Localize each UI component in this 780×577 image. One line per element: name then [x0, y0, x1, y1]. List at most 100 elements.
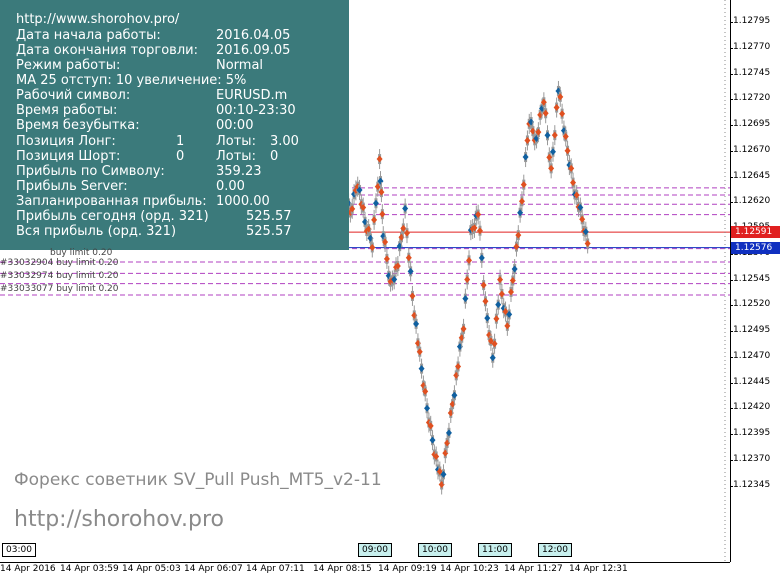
price-tick-label: 1.12795: [729, 16, 771, 26]
buy-marker: [498, 290, 505, 298]
price-tick-label: 1.12520: [729, 299, 771, 310]
long-label: Позиция Лонг:: [16, 134, 116, 149]
buy-marker: [568, 164, 575, 172]
order-label-partial[interactable]: buy limit 0.20: [50, 248, 113, 258]
session-marker: 10:00: [418, 543, 452, 557]
buy-marker: [382, 238, 389, 246]
buy-marker: [379, 210, 386, 218]
price-tick-label: 1.12720: [729, 93, 771, 104]
order-label[interactable]: #33032974 buy limit 0.20: [0, 271, 119, 281]
panel-row-value: 2016.04.05: [216, 28, 291, 43]
panel-row-value: 00:00: [216, 118, 254, 133]
session-marker: 12:00: [538, 543, 572, 557]
time-tick-label: 14 Apr 05:03: [122, 564, 181, 574]
buy-marker: [551, 131, 558, 139]
buy-marker: [482, 297, 489, 305]
buy-marker: [562, 132, 569, 140]
order-label[interactable]: #33032904 buy limit 0.20: [0, 258, 119, 268]
panel-row-label: Время безубытка:: [16, 118, 140, 133]
panel-row-value: 359.23: [216, 164, 262, 179]
panel-row-label: Дата окончания торговли:: [16, 43, 198, 58]
sell-marker: [372, 199, 379, 207]
price-tick-label: 1.12370: [729, 453, 771, 464]
price-tick-label: 1.12745: [729, 67, 771, 78]
order-label[interactable]: #33033077 buy limit 0.20: [0, 284, 119, 294]
price-tick-label: 1.12545: [729, 273, 771, 284]
buy-marker: [491, 340, 498, 348]
price-tick-label: 1.12470: [729, 350, 771, 361]
buy-marker: [369, 243, 376, 251]
ask-price-label: 1.12576: [731, 241, 780, 254]
buy-marker: [436, 467, 443, 475]
buy-marker: [524, 136, 531, 144]
short-lots-value: 0: [270, 149, 279, 164]
time-tick-label: 14 Apr 08:15: [313, 564, 372, 574]
panel-row-label: Время работы:: [16, 103, 118, 118]
buy-marker: [433, 452, 440, 460]
panel-row-value: EURUSD.m: [216, 88, 288, 103]
sell-marker: [506, 310, 513, 318]
buy-marker: [400, 224, 407, 232]
panel-row-value: 00:10-23:30: [216, 103, 296, 118]
time-tick-label: 14 Apr 03:59: [60, 564, 119, 574]
sell-marker: [451, 391, 458, 399]
panel-row-value: Normal: [216, 58, 264, 73]
panel-row-label: Дата начала работы:: [16, 28, 161, 43]
buy-marker: [559, 110, 566, 118]
buy-marker: [471, 224, 478, 232]
session-marker: 11:00: [478, 543, 512, 557]
time-axis[interactable]: 14 Apr 2016 14 Apr 03:59 14 Apr 05:03 14 Ap…: [0, 562, 730, 577]
sell-marker: [445, 429, 452, 437]
sell-marker: [462, 295, 469, 303]
buy-marker: [475, 211, 482, 219]
price-tick-label: 1.12445: [729, 376, 771, 387]
sell-marker: [511, 265, 518, 273]
buy-marker: [378, 188, 385, 196]
sell-marker: [429, 436, 436, 444]
sell-marker: [544, 131, 551, 139]
buy-marker: [405, 254, 412, 262]
buy-marker: [518, 197, 525, 205]
sell-marker: [549, 148, 556, 156]
sell-marker: [356, 186, 363, 194]
panel-row-value: 525.57: [246, 209, 292, 224]
buy-marker: [584, 239, 591, 247]
price-tick-label: 1.12770: [729, 41, 771, 52]
buy-marker: [487, 337, 494, 345]
price-tick-label: 1.12670: [729, 144, 771, 155]
time-tick-label: 14 Apr 2016: [0, 564, 56, 574]
time-tick-label: 14 Apr 12:31: [569, 564, 628, 574]
buy-marker: [553, 104, 560, 112]
buy-marker: [403, 229, 410, 237]
buy-marker: [557, 93, 564, 101]
buy-marker: [427, 422, 434, 430]
buy-marker: [376, 155, 383, 163]
buy-marker: [520, 181, 527, 189]
expert-info-panel: http://www.shorohov.pro/ Дата начала раб…: [0, 0, 349, 250]
price-tick-label: 1.12420: [729, 402, 771, 413]
buy-marker: [476, 227, 483, 235]
panel-row-label: Прибыль по Символу:: [16, 164, 165, 179]
sell-marker: [402, 205, 409, 213]
buy-marker: [548, 164, 555, 172]
session-marker: 03:00: [2, 543, 36, 557]
sell-marker: [440, 470, 447, 478]
buy-marker: [349, 205, 356, 213]
sell-marker: [413, 320, 420, 328]
price-axis[interactable]: 1.12795 1.12770 1.12745 1.12720 1.12695 1.126…: [729, 0, 780, 562]
buy-marker: [383, 255, 390, 263]
sell-marker: [377, 177, 384, 185]
buy-marker: [416, 348, 423, 356]
buy-marker: [493, 315, 500, 323]
buy-marker: [371, 216, 378, 224]
price-tick-label: 1.12395: [729, 428, 771, 438]
panel-url[interactable]: http://www.shorohov.pro/: [16, 12, 180, 27]
panel-row-label: Вся прибыль (орд. 321): [16, 224, 177, 239]
panel-row-value: 1000.00: [216, 194, 270, 209]
panel-row-label: Прибыль сегодня (орд. 321): [16, 209, 209, 224]
sell-marker: [418, 365, 425, 373]
buy-marker: [466, 256, 473, 264]
sell-marker: [424, 404, 431, 412]
panel-row-label: Режим работы:: [16, 58, 121, 73]
panel-row-value: 2016.09.05: [216, 43, 291, 58]
